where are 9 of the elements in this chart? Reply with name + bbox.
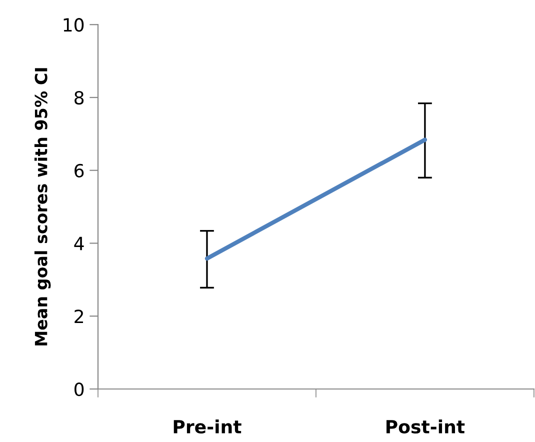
y-tick-label: 0	[74, 382, 84, 396]
y-tick-label: 2	[74, 310, 83, 323]
y-tick-label: 10	[64, 18, 84, 32]
y-tick-label: 8	[74, 90, 84, 105]
y-tick-label: 4	[74, 236, 84, 250]
y-tick-label: 6	[74, 164, 84, 178]
y-axis-title: Mean goal scores with 95% CI	[34, 68, 51, 346]
x-tick-label: Pre-int	[174, 420, 242, 434]
x-tick-label: Post-int	[386, 420, 465, 434]
